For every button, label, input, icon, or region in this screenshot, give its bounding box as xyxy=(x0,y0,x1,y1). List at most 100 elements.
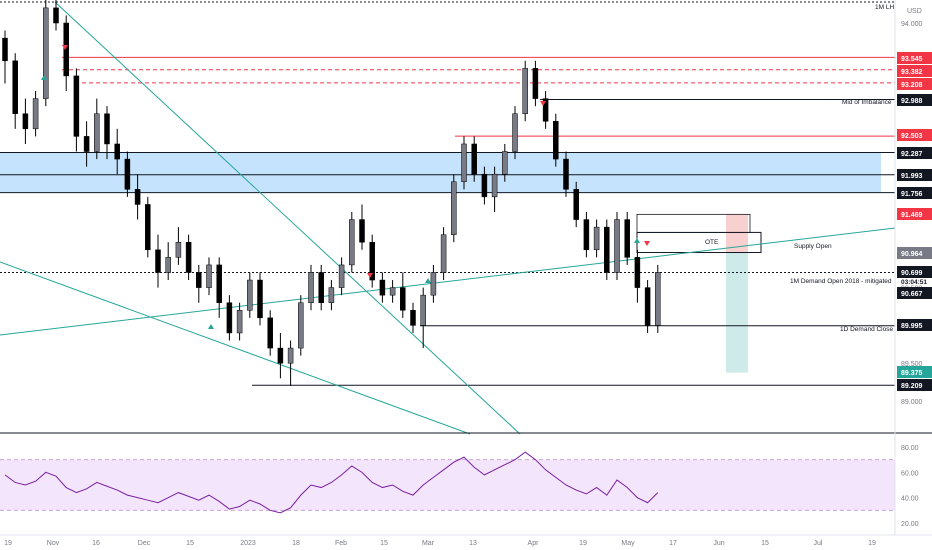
candle-body xyxy=(175,241,182,258)
price-label-bg xyxy=(897,94,932,106)
buy-marker-icon xyxy=(208,324,214,329)
time-tick: Jun xyxy=(713,540,724,547)
price-label-bg xyxy=(897,78,932,90)
annotation-text: 1D Demand Close xyxy=(840,326,893,333)
candle-body xyxy=(114,143,120,160)
price-label: 89.375 xyxy=(901,370,923,377)
time-tick: 19 xyxy=(868,540,876,547)
price-label: 89.209 xyxy=(901,383,923,390)
candle-body xyxy=(359,219,365,243)
candle-body xyxy=(32,98,39,130)
candle-body xyxy=(124,158,131,190)
price-label: 89.995 xyxy=(901,323,923,330)
price-label-bg xyxy=(897,52,932,64)
candle-body xyxy=(94,113,100,152)
candle-body xyxy=(155,249,161,273)
time-tick: 16 xyxy=(92,540,100,547)
levels-layer xyxy=(0,1,895,386)
candle-body xyxy=(83,136,90,152)
time-axis: 19 Nov 16 Dec 15 2023 18 Feb 15 Mar 13 Apr 19 May 17 Ju… xyxy=(0,534,932,547)
sell-marker-icon xyxy=(367,273,373,278)
candle-body xyxy=(563,158,569,190)
price-label-bg xyxy=(897,169,932,181)
price-label-bg xyxy=(897,379,932,391)
trendline-up xyxy=(0,227,896,336)
price-unit: USD xyxy=(907,8,922,15)
candle-body xyxy=(379,279,386,296)
price-label-bg xyxy=(897,287,932,299)
candle-body xyxy=(461,143,467,183)
candle-body xyxy=(145,204,151,251)
candle-body xyxy=(644,287,651,326)
price-label-bg xyxy=(897,147,932,159)
annotation-text: 1M Demand Open 2018 - mitigated xyxy=(790,278,892,285)
sell-marker-icon xyxy=(644,241,650,246)
candle-body xyxy=(308,272,314,303)
candle-body xyxy=(104,113,110,145)
candle-body xyxy=(63,22,69,77)
buy-marker-icon xyxy=(425,278,431,283)
buy-marker-icon xyxy=(41,75,47,80)
time-tick: 15 xyxy=(380,540,388,547)
candle-body xyxy=(287,347,294,364)
time-tick: 13 xyxy=(469,540,477,547)
price-label-bg xyxy=(897,208,932,220)
price-label: 92.287 xyxy=(901,151,923,158)
time-tick: Feb xyxy=(335,540,347,547)
sell-marker-icon xyxy=(540,101,546,106)
rsi-tick: 80.00 xyxy=(901,445,919,452)
buy-marker-icon xyxy=(634,238,640,243)
annotation-text: 1M LH xyxy=(875,4,894,11)
candle-body xyxy=(481,173,488,198)
time-tick: Nov xyxy=(47,540,60,547)
time-tick: Dec xyxy=(138,540,151,547)
candle-body xyxy=(267,317,273,349)
candle-body xyxy=(338,264,345,288)
short-target-zone xyxy=(726,252,748,373)
candle-body xyxy=(185,241,192,273)
candle-body xyxy=(196,272,202,288)
trendline-down-steep xyxy=(54,1,521,435)
rsi-tick: 20.00 xyxy=(901,521,919,528)
candle-body xyxy=(277,347,284,364)
candle-body xyxy=(410,310,416,326)
candle-body xyxy=(471,143,477,175)
candle-body xyxy=(206,264,212,288)
price-label-bg xyxy=(897,366,932,378)
time-tick: Apr xyxy=(528,540,540,547)
time-tick: 17 xyxy=(669,540,677,547)
time-tick: 18 xyxy=(292,540,300,547)
trendline-down-shallow xyxy=(0,261,471,435)
price-label: 03:04:51 xyxy=(901,279,927,286)
price-tick: 89.500 xyxy=(901,361,923,368)
candle-body xyxy=(512,113,518,152)
candle-body xyxy=(389,287,396,296)
price-labels: 93.545 93.382 93.208 92.988 92.503 92.287 91.9… xyxy=(897,52,932,391)
candle-body xyxy=(349,219,355,266)
time-tick: May xyxy=(621,540,635,547)
rsi-line xyxy=(4,451,659,514)
price-label-bg xyxy=(897,319,932,331)
annotations: 1M LH Mid of Imbalance Supply Open OTE 1M De… xyxy=(41,4,894,333)
time-tick: 15 xyxy=(186,540,194,547)
price-label: 91.469 xyxy=(901,212,923,219)
rsi-panel xyxy=(0,432,932,514)
candles-layer xyxy=(2,0,661,386)
price-label-bg xyxy=(897,65,932,77)
candle-body xyxy=(12,60,18,114)
price-label-bg xyxy=(897,187,932,199)
candle-body xyxy=(542,98,549,122)
candle-body xyxy=(53,7,59,24)
candle-body xyxy=(502,151,508,175)
price-label: 92.503 xyxy=(901,133,923,140)
candle-body xyxy=(430,272,437,296)
candle-body xyxy=(328,287,335,303)
candle-body xyxy=(318,272,324,303)
annotation-text: Mid of Imbalance xyxy=(842,99,892,106)
candle-body xyxy=(2,37,8,62)
price-tick: 94.000 xyxy=(901,21,923,28)
candle-body xyxy=(369,241,375,281)
candle-body xyxy=(573,189,579,220)
candle-body xyxy=(655,272,661,326)
